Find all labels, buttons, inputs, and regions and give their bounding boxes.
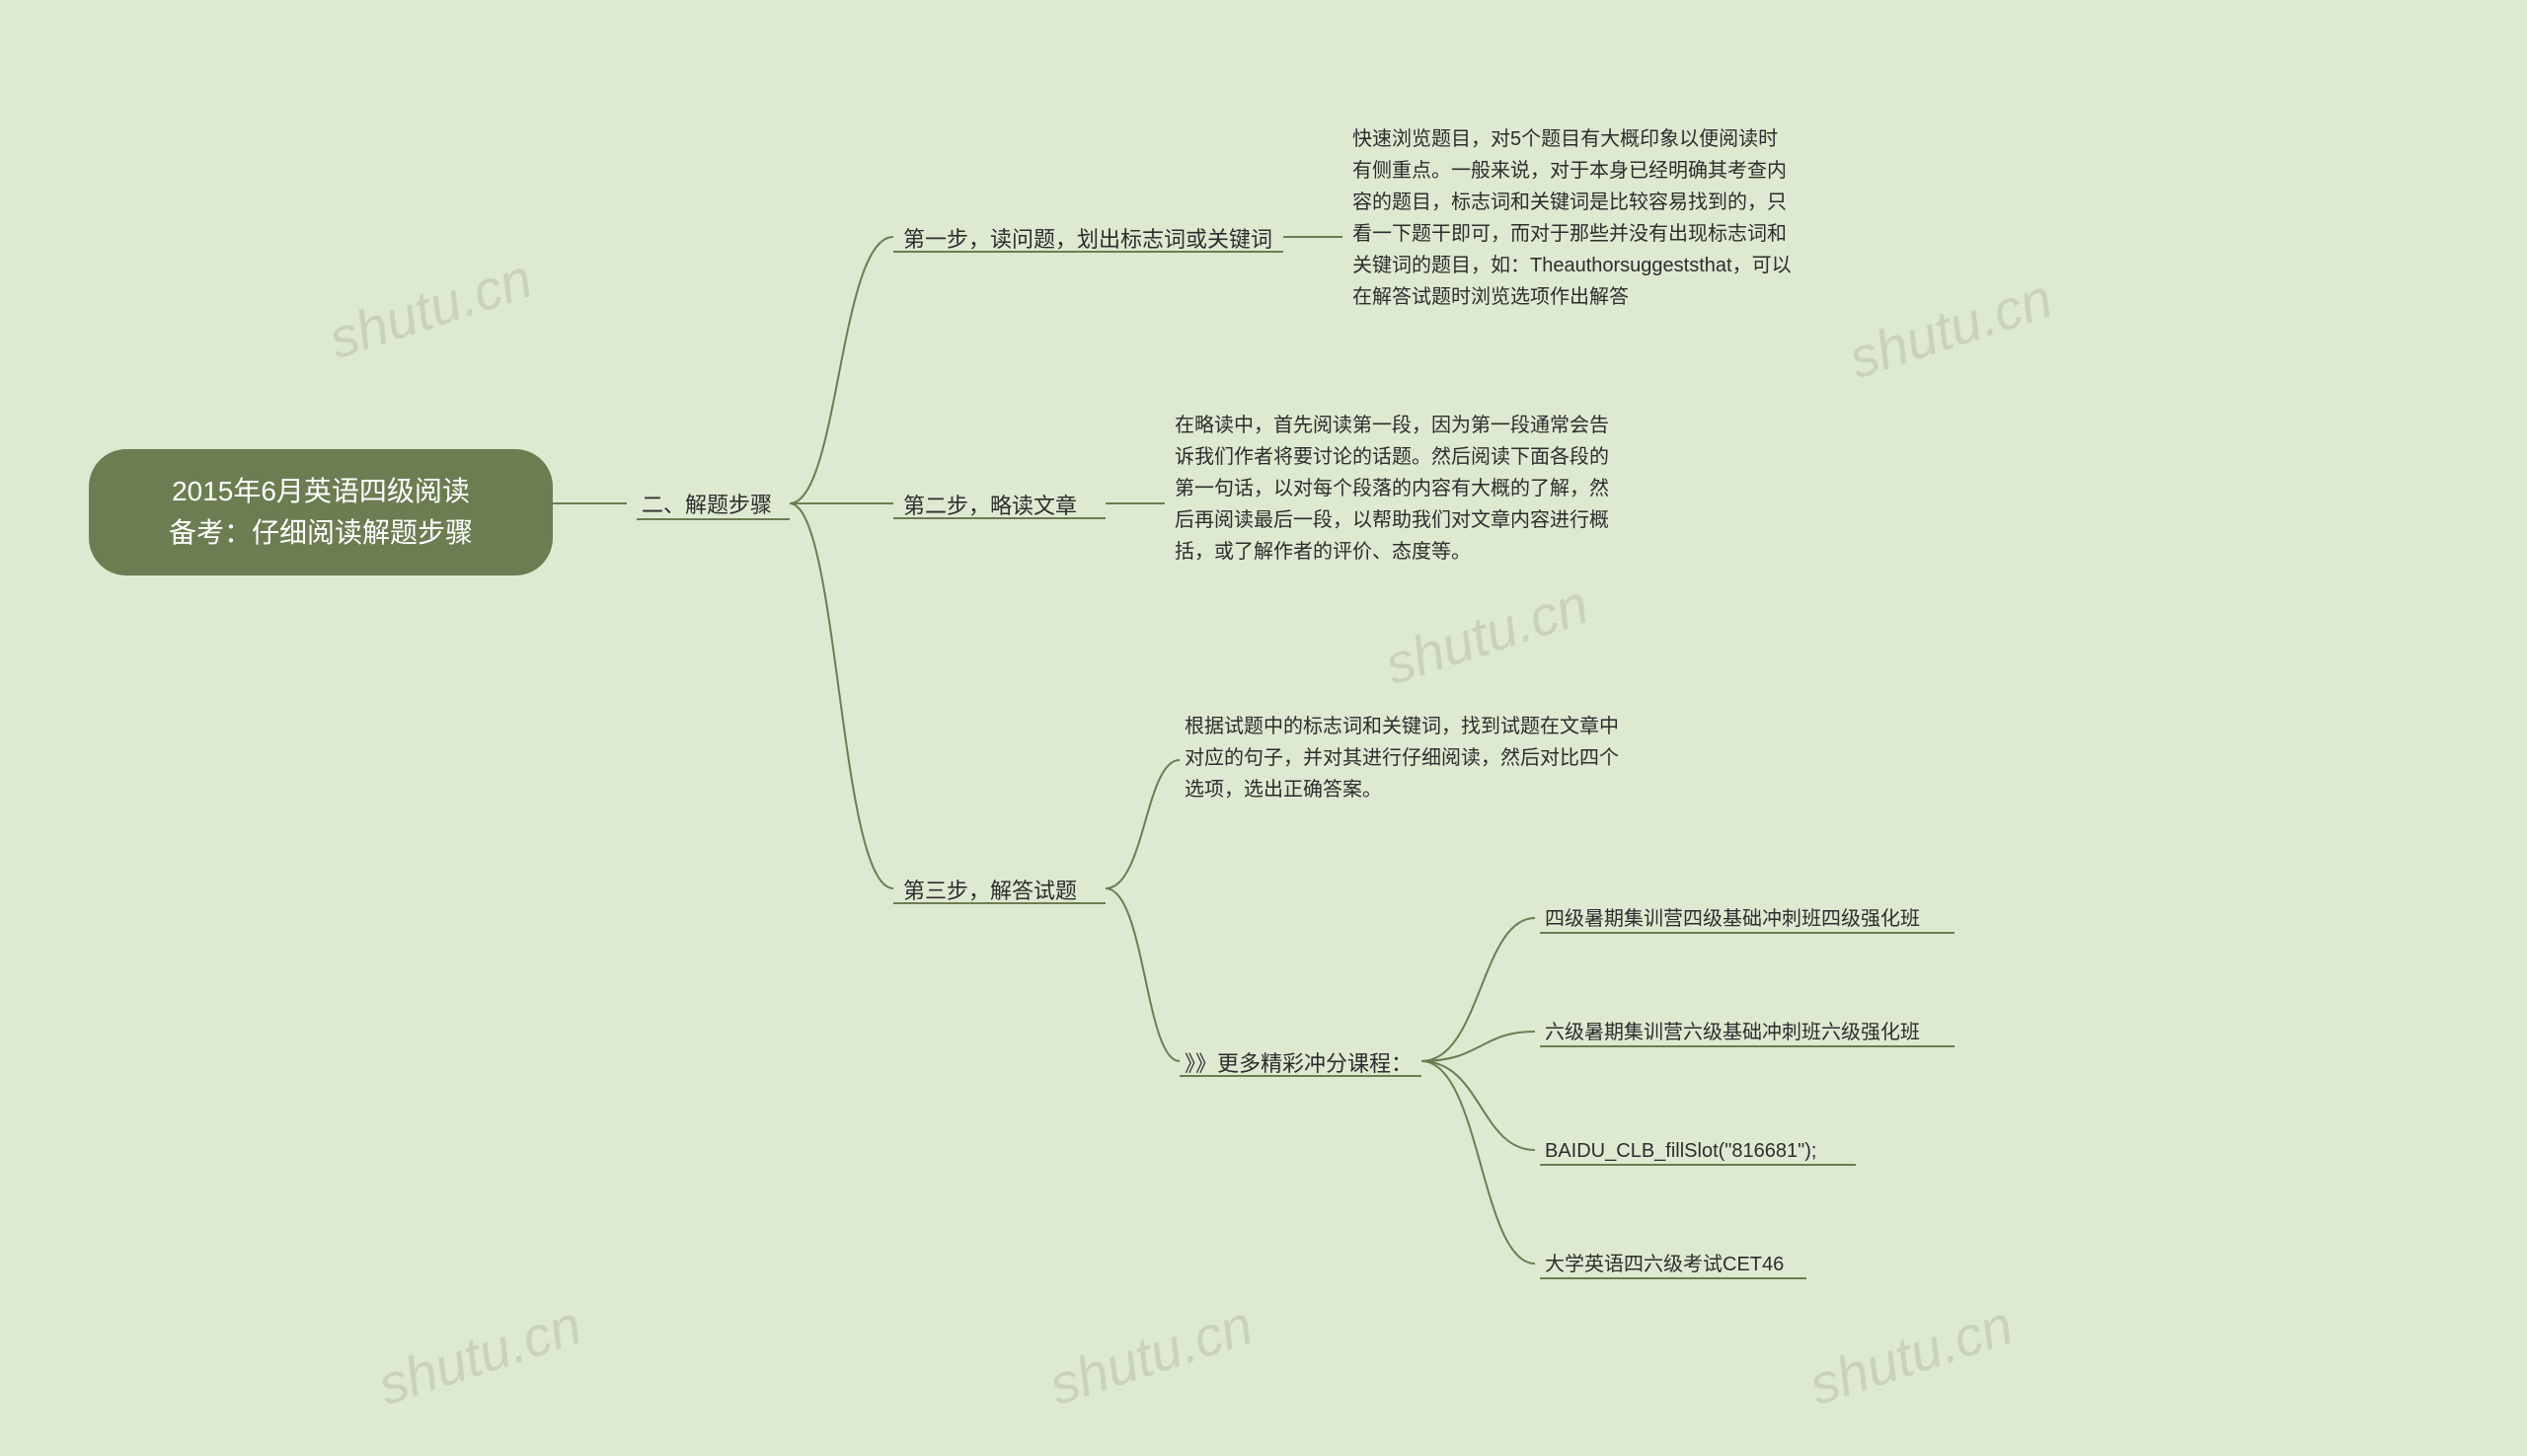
- watermark: shutu.cn: [1041, 1292, 1260, 1418]
- step-3-label: 第三步，解答试题: [903, 874, 1077, 905]
- step-1-detail: 快速浏览题目，对5个题目有大概印象以便阅读时有侧重点。一般来说，对于本身已经明确…: [1352, 123, 1797, 313]
- step-3-detail: 根据试题中的标志词和关键词，找到试题在文章中对应的句子，并对其进行仔细阅读，然后…: [1185, 711, 1629, 805]
- root-line2: 备考：仔细阅读解题步骤: [128, 512, 513, 554]
- watermark: shutu.cn: [370, 1292, 588, 1418]
- step-2-detail: 在略读中，首先阅读第一段，因为第一段通常会告诉我们作者将要讨论的话题。然后阅读下…: [1175, 410, 1619, 568]
- course-item-4: 大学英语四六级考试CET46: [1545, 1249, 1784, 1280]
- watermark: shutu.cn: [1377, 572, 1595, 697]
- root-node: 2015年6月英语四级阅读 备考：仔细阅读解题步骤: [89, 449, 553, 575]
- course-item-3: BAIDU_CLB_fillSlot("816681");: [1545, 1135, 1816, 1167]
- watermark: shutu.cn: [1801, 1292, 2020, 1418]
- branch-main: 二、解题步骤: [642, 488, 772, 519]
- root-line1: 2015年6月英语四级阅读: [128, 471, 513, 512]
- watermark: shutu.cn: [321, 246, 539, 371]
- more-courses-label: 》》更多精彩冲分课程：: [1185, 1046, 1413, 1078]
- course-item-1: 四级暑期集训营四级基础冲刺班四级强化班: [1545, 903, 1920, 935]
- watermark: shutu.cn: [1841, 266, 2059, 391]
- step-2-label: 第二步，略读文章: [903, 489, 1077, 520]
- step-1-label: 第一步，读问题，划出标志词或关键词: [903, 222, 1272, 254]
- course-item-2: 六级暑期集训营六级基础冲刺班六级强化班: [1545, 1017, 1920, 1048]
